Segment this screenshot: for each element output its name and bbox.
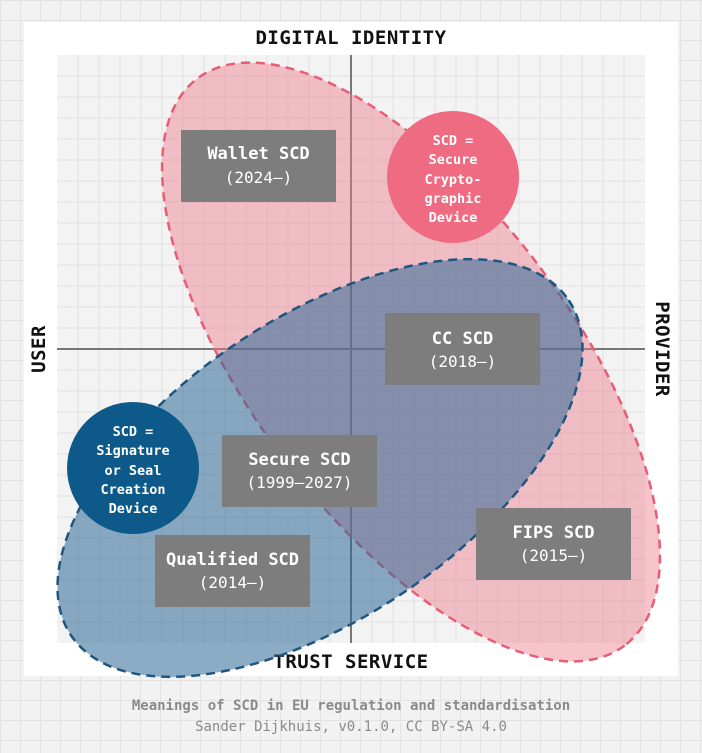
crypto-line-5: Device bbox=[429, 210, 478, 226]
wallet-scd-box: Wallet SCD (2024–) bbox=[181, 130, 336, 202]
wallet-scd-title: Wallet SCD bbox=[207, 144, 309, 164]
secure-scd-box: Secure SCD (1999–2027) bbox=[222, 435, 377, 507]
footer-credit: Sander Dijkhuis, v0.1.0, CC BY-SA 4.0 bbox=[195, 719, 507, 735]
fips-scd-box: FIPS SCD (2015–) bbox=[476, 508, 631, 580]
cc-scd-box: CC SCD (2018–) bbox=[385, 313, 540, 385]
fips-scd-title: FIPS SCD bbox=[513, 523, 595, 543]
qualified-scd-years: (2014–) bbox=[199, 573, 266, 592]
signature-line-3: or Seal bbox=[105, 463, 162, 479]
signature-line-4: Creation bbox=[100, 482, 165, 498]
crypto-line-1: SCD = bbox=[433, 133, 474, 149]
crypto-device-definition: SCD = Secure Crypto- graphic Device bbox=[387, 111, 519, 243]
axis-label-right: PROVIDER bbox=[651, 301, 673, 397]
signature-line-5: Device bbox=[109, 501, 158, 517]
signature-device-definition: SCD = Signature or Seal Creation Device bbox=[67, 402, 199, 534]
cc-scd-years: (2018–) bbox=[429, 352, 496, 371]
fips-scd-years: (2015–) bbox=[520, 546, 587, 565]
axis-label-left: USER bbox=[28, 325, 50, 373]
wallet-scd-years: (2024–) bbox=[225, 168, 292, 187]
qualified-scd-title: Qualified SCD bbox=[166, 550, 299, 570]
axis-label-top: DIGITAL IDENTITY bbox=[255, 27, 446, 49]
secure-scd-years: (1999–2027) bbox=[247, 473, 353, 492]
cc-scd-title: CC SCD bbox=[432, 329, 493, 349]
signature-line-1: SCD = bbox=[113, 424, 154, 440]
axis-label-bottom: TRUST SERVICE bbox=[273, 651, 428, 673]
crypto-line-3: Crypto- bbox=[425, 172, 482, 188]
secure-scd-title: Secure SCD bbox=[248, 450, 350, 470]
qualified-scd-box: Qualified SCD (2014–) bbox=[155, 535, 310, 607]
crypto-line-4: graphic bbox=[425, 191, 482, 207]
footer-title: Meanings of SCD in EU regulation and sta… bbox=[132, 698, 570, 714]
signature-line-2: Signature bbox=[96, 443, 169, 459]
crypto-line-2: Secure bbox=[429, 152, 478, 168]
